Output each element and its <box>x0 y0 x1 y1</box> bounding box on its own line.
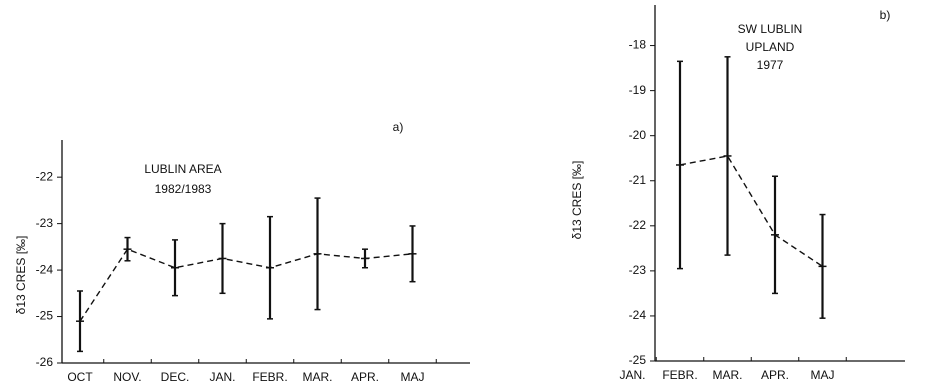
y-axis-label: δ13 CRES [‰] <box>570 161 584 240</box>
y-tick-label: -23 <box>629 263 647 277</box>
annotation: LUBLIN AREA <box>144 162 221 176</box>
x-tick-label: JAN. <box>209 370 235 384</box>
y-tick-label: -26 <box>36 355 54 369</box>
y-tick-label: -22 <box>36 169 54 183</box>
mean-line <box>79 248 413 322</box>
x-tick-label: NOV. <box>113 370 141 384</box>
y-tick-label: -20 <box>629 128 647 142</box>
y-tick-label: -25 <box>629 353 647 367</box>
x-tick-label: DEC. <box>161 370 190 384</box>
annotation: a) <box>393 120 404 134</box>
annotation: SW LUBLIN <box>738 22 803 36</box>
y-tick-label: -25 <box>36 309 54 323</box>
annotation: b) <box>880 8 891 22</box>
x-tick-label: FEBR. <box>252 370 287 384</box>
y-tick-label: -18 <box>629 38 647 52</box>
annotation: 1977 <box>757 58 784 72</box>
y-axis-label: δ13 CRES [‰] <box>14 236 28 315</box>
y-tick-label: -24 <box>36 262 54 276</box>
x-tick-label: APR. <box>351 370 379 384</box>
x-tick-label: OCT <box>67 370 93 384</box>
mean-line <box>679 155 823 267</box>
x-tick-label: MAR. <box>713 368 743 382</box>
x-tick-label: JAN. <box>619 368 645 382</box>
annotation: 1982/1983 <box>155 182 212 196</box>
y-tick-label: -21 <box>629 173 647 187</box>
y-tick-label: -22 <box>629 218 647 232</box>
x-tick-label: MAJ <box>401 370 425 384</box>
y-tick-label: -23 <box>36 216 54 230</box>
annotation: UPLAND <box>746 40 795 54</box>
x-tick-label: MAJ <box>811 368 835 382</box>
y-tick-label: -19 <box>629 83 647 97</box>
x-tick-label: MAR. <box>303 370 333 384</box>
y-tick-label: -24 <box>629 308 647 322</box>
x-tick-label: FEBR. <box>662 368 697 382</box>
x-tick-label: APR. <box>761 368 789 382</box>
